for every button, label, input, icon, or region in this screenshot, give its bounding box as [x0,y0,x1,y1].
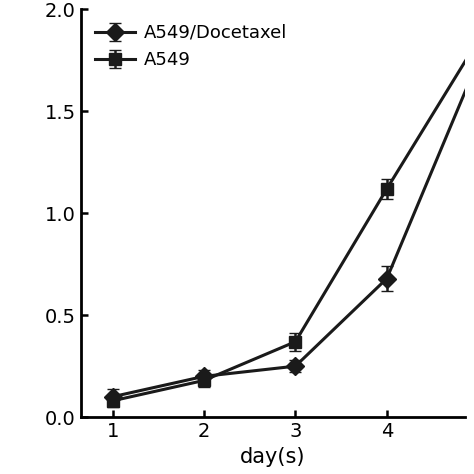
Legend: A549/Docetaxel, A549: A549/Docetaxel, A549 [90,18,292,74]
X-axis label: day(s): day(s) [240,447,305,466]
